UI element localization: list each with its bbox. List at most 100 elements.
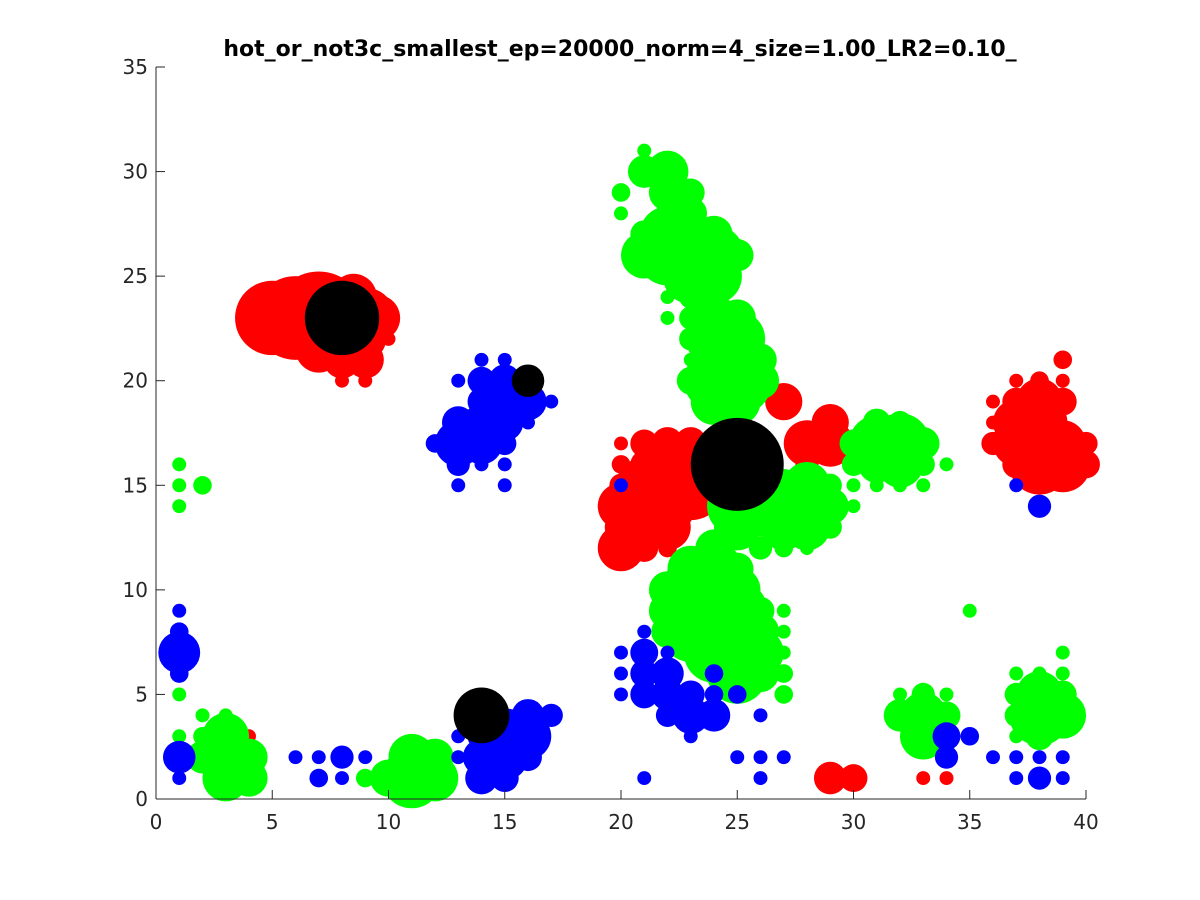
green-point: [611, 183, 631, 202]
blue-point: [704, 685, 724, 704]
blue-point: [539, 703, 563, 727]
green-point: [846, 478, 861, 493]
blue-point: [753, 771, 768, 786]
blue-point: [451, 478, 466, 493]
blue-point: [614, 478, 628, 493]
green-point: [774, 685, 794, 704]
blue-point: [311, 750, 326, 765]
blue-point: [474, 457, 489, 472]
green-point: [932, 701, 961, 730]
green-point: [637, 143, 652, 158]
blue-point: [335, 771, 349, 786]
green-point: [839, 429, 868, 458]
red-point: [621, 482, 668, 530]
green-point: [1025, 722, 1054, 751]
blue-point: [497, 457, 512, 472]
blue-point: [986, 750, 1000, 765]
x-tick-label: 10: [376, 810, 401, 834]
red-point: [1002, 450, 1031, 479]
green-point: [811, 487, 849, 525]
green-point: [888, 410, 912, 435]
green-point: [741, 613, 780, 651]
blue-point: [630, 680, 659, 709]
blue-point: [960, 726, 980, 746]
red-point: [1030, 371, 1049, 391]
blue-point: [1032, 750, 1047, 765]
y-tick-label: 30: [123, 160, 148, 184]
green-point: [1009, 729, 1024, 744]
green-point: [841, 452, 866, 476]
blue-point: [727, 685, 747, 704]
green-point: [846, 499, 861, 514]
green-point: [172, 499, 187, 514]
green-point: [858, 445, 896, 483]
red-point: [1009, 373, 1024, 388]
green-point: [1055, 666, 1070, 681]
green-point: [648, 571, 687, 609]
green-point: [679, 327, 703, 351]
blue-point: [753, 708, 768, 723]
green-point: [818, 515, 842, 539]
blue-point: [1055, 750, 1070, 765]
green-point: [172, 478, 187, 493]
blue-point: [1009, 478, 1024, 493]
green-point: [774, 664, 794, 683]
blue-point: [544, 394, 559, 409]
red-point: [658, 538, 677, 558]
y-tick-label: 25: [123, 264, 148, 288]
x-tick-label: 30: [841, 810, 866, 834]
green-point: [962, 603, 977, 618]
red-point: [1048, 387, 1077, 416]
green-point: [862, 408, 891, 437]
blue-point: [172, 603, 187, 618]
blue-point: [934, 745, 959, 769]
x-tick-label: 20: [608, 810, 633, 834]
blue-point: [330, 745, 354, 769]
blue-point: [651, 678, 684, 711]
blue-point: [630, 638, 659, 667]
green-point: [411, 754, 459, 802]
red-point: [358, 373, 373, 388]
green-point: [883, 699, 917, 732]
blue-point: [630, 659, 659, 688]
green-point: [776, 624, 791, 639]
y-tick-label: 20: [123, 369, 148, 393]
green-point: [893, 687, 907, 702]
blue-point: [425, 434, 445, 453]
green-point: [172, 457, 187, 472]
red-point: [381, 331, 396, 346]
green-point: [800, 541, 814, 556]
green-point: [893, 478, 907, 493]
red-point: [1016, 378, 1063, 425]
green-point: [818, 473, 842, 497]
green-point: [230, 759, 268, 797]
red-point: [1055, 373, 1070, 388]
green-point: [193, 475, 212, 495]
x-tick-label: 0: [150, 810, 163, 834]
blue-point: [753, 750, 768, 765]
green-point: [218, 708, 233, 723]
red-point: [1030, 475, 1049, 495]
x-tick-label: 5: [266, 810, 279, 834]
green-point: [748, 536, 773, 560]
green-point: [776, 645, 791, 660]
red-point: [813, 761, 847, 795]
blue-point: [497, 352, 512, 367]
blue-point: [158, 631, 201, 674]
chart-title: hot_or_not3c_smallest_ep=20000_norm=4_si…: [223, 37, 1016, 62]
black-point: [690, 417, 784, 511]
green-point: [667, 211, 714, 258]
blue-point: [776, 750, 791, 765]
y-tick-label: 0: [135, 787, 148, 811]
green-point: [939, 457, 954, 472]
green-point: [720, 238, 754, 272]
blue-point: [358, 750, 373, 765]
blue-point: [309, 768, 329, 788]
red-point: [335, 373, 349, 388]
blue-point: [169, 664, 189, 683]
green-point: [195, 708, 210, 723]
green-point: [741, 654, 780, 693]
green-point: [1032, 666, 1047, 681]
blue-point: [474, 352, 489, 367]
